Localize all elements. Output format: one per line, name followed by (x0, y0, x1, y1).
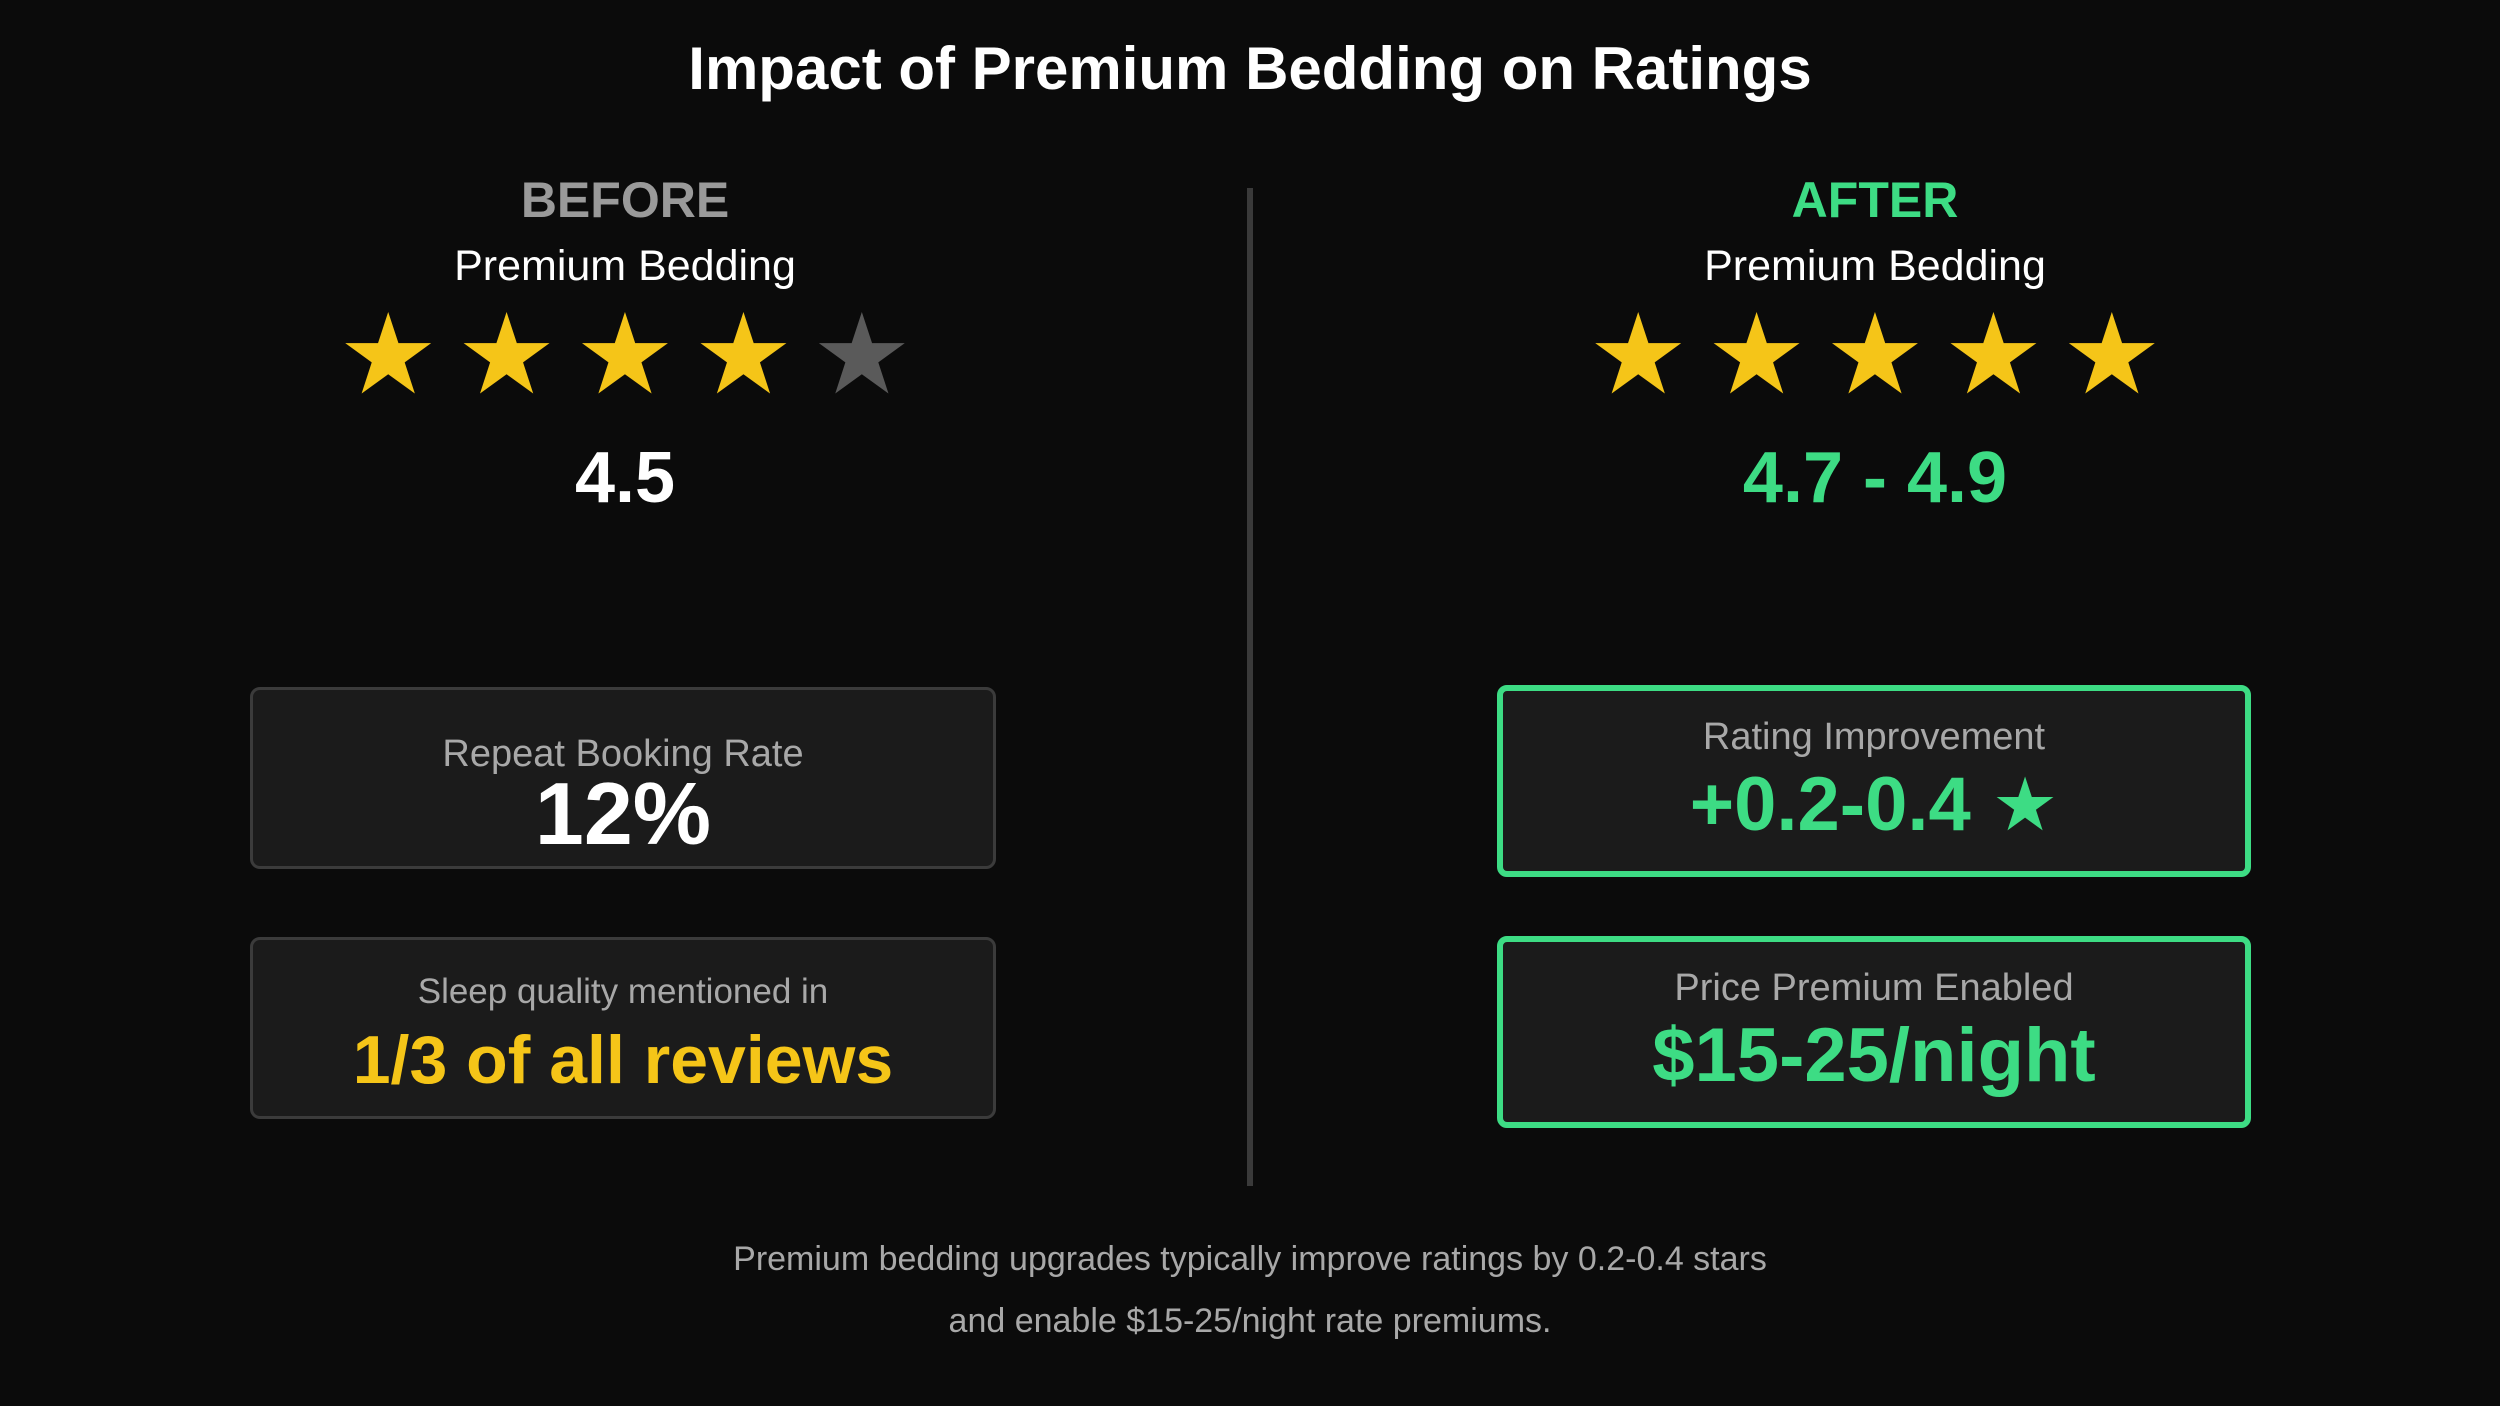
rating-improvement-value: +0.2-0.4 (1689, 762, 1971, 847)
rating-improvement-label: Rating Improvement (1702, 716, 2046, 758)
sleep-quality-card: Sleep quality mentioned in 1/3 of all re… (250, 937, 996, 1119)
footer-line-1: Premium bedding upgrades typically impro… (733, 1240, 1767, 1278)
before-column: BEFORE Premium Bedding ★ ★ ★ ★ ★ 4.5 (225, 168, 1025, 520)
star-filled-icon: ★ (2061, 290, 2163, 420)
after-rating-value: 4.7 - 4.9 (1742, 438, 2008, 518)
repeat-booking-card: Repeat Booking Rate 12% (250, 687, 996, 869)
star-filled-icon: ★ (456, 290, 557, 420)
star-filled-icon: ★ (1824, 290, 1926, 420)
star-filled-icon: ★ (693, 290, 794, 420)
price-premium-label: Price Premium Enabled (1674, 967, 2074, 1009)
center-divider (1247, 188, 1253, 1186)
footer-note: Premium bedding upgrades typically impro… (0, 1228, 2500, 1352)
page-title: Impact of Premium Bedding on Ratings (688, 35, 1812, 102)
star-filled-icon: ★ (574, 290, 676, 420)
sleep-quality-label: Sleep quality mentioned in (417, 972, 829, 1011)
star-filled-icon: ★ (1587, 290, 1689, 420)
after-star-rating: ★ ★ ★ ★ ★ (1475, 290, 2275, 420)
star-filled-icon: ★ (1706, 290, 1807, 420)
footer-line-2: and enable $15-25/night rate premiums. (948, 1302, 1552, 1340)
price-premium-card: Price Premium Enabled $15-25/night (1497, 936, 2251, 1128)
after-subject: Premium Bedding (1704, 242, 2046, 290)
rating-improvement-value-row: +0.2-0.4 ★ (1503, 761, 2245, 849)
star-filled-icon: ★ (1943, 290, 2044, 420)
rating-improvement-card: Rating Improvement +0.2-0.4 ★ (1497, 685, 2251, 877)
repeat-booking-value: 12% (534, 764, 712, 863)
before-rating-value: 4.5 (574, 438, 676, 518)
repeat-booking-label: Repeat Booking Rate (442, 733, 804, 775)
before-heading: BEFORE (520, 172, 730, 228)
after-column: AFTER Premium Bedding ★ ★ ★ ★ ★ 4.7 - 4.9 (1475, 168, 2275, 520)
before-star-rating: ★ ★ ★ ★ ★ (225, 290, 1025, 420)
after-heading: AFTER (1791, 172, 1959, 228)
star-filled-icon: ★ (337, 290, 439, 420)
sleep-quality-value: 1/3 of all reviews (352, 1022, 894, 1098)
before-subject: Premium Bedding (454, 242, 796, 290)
star-empty-icon: ★ (811, 290, 913, 420)
star-icon: ★ (1991, 762, 2059, 848)
price-premium-value: $15-25/night (1652, 1013, 2096, 1098)
